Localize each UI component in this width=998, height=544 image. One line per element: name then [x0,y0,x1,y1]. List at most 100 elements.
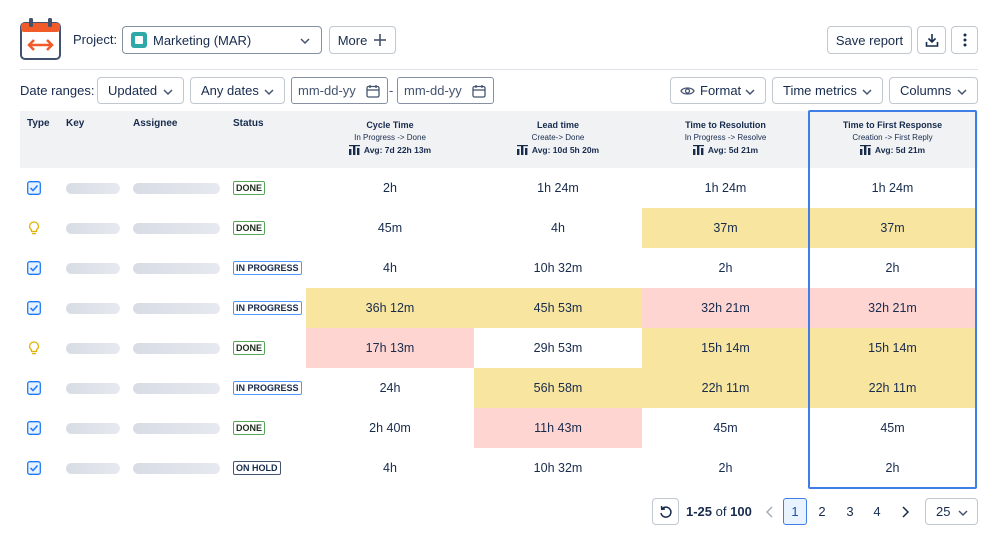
metric-average: Avg: 7d 22h 13m [306,145,474,155]
table-row[interactable]: IN PROGRESS 4h 10h 32m 2h 2h [20,248,978,288]
format-dropdown[interactable]: Format [670,77,766,104]
project-select[interactable]: Marketing (MAR) [122,26,322,54]
metric-cell: 37m [809,208,976,248]
chevron-down-icon [264,89,274,96]
metric-header-0[interactable]: Cycle Time In Progress -> Done Avg: 7d 22h… [306,111,474,168]
header-type[interactable]: Type [27,118,50,129]
chevron-down-icon [862,89,872,96]
assignee-placeholder [133,183,220,194]
calendar-icon[interactable] [472,84,486,98]
status-badge: DONE [233,341,266,355]
table-row[interactable]: DONE 17h 13m 29h 53m 15h 14m 15h 14m [20,328,978,368]
chevron-right-icon [902,505,910,518]
bar-chart-icon [348,145,360,155]
metric-subtitle: Create-> Done [531,133,585,142]
refresh-button[interactable] [652,498,679,525]
next-page-button[interactable] [896,498,914,525]
metric-cell: 24h [379,381,401,395]
metric-average-value: Avg: 5d 21m [874,145,926,155]
metric-cell: 17h 13m [306,328,474,368]
chevron-down-icon [745,89,755,96]
download-icon [925,34,938,47]
header-assignee[interactable]: Assignee [133,118,178,129]
header-key[interactable]: Key [66,118,85,129]
calendar-icon[interactable] [366,84,380,98]
range-current: 1-25 [686,504,713,519]
bar-chart-icon [692,145,704,155]
metric-header-3[interactable]: Time to First Response Creation -> First … [809,111,976,168]
time-metrics-label: Time metrics [783,83,857,98]
any-dates-dropdown[interactable]: Any dates [190,77,285,104]
top-bar: Project: Marketing (MAR) More Save repor… [0,0,998,70]
more-button[interactable]: More [329,26,396,54]
format-label: Format [700,83,742,98]
table-row[interactable]: ON HOLD 4h 10h 32m 2h 2h [20,448,978,488]
task-type-icon [27,381,41,395]
metric-cell: 10h 32m [533,461,583,475]
metric-cell: 4h [383,261,397,275]
metric-subtitle: Creation -> First Reply [852,133,933,142]
metric-cell: 37m [642,208,809,248]
table-row[interactable]: DONE 45m 4h 37m 37m [20,208,978,248]
task-type-icon [27,301,41,315]
save-report-label: Save report [835,32,904,48]
metric-title: Lead time [536,120,579,130]
more-actions-button[interactable] [951,26,978,54]
page-button-2[interactable]: 2 [818,504,826,519]
metric-average-value: Avg: 7d 22h 13m [363,145,432,155]
metric-cell: 22h 11m [642,368,809,408]
date-from-input[interactable]: mm-dd-yy [291,77,388,104]
metric-cell: 45m [713,421,738,435]
table-row[interactable]: IN PROGRESS 36h 12m 45h 53m 32h 21m 32h 21m [20,288,978,328]
updated-dropdown[interactable]: Updated [97,77,184,104]
status-badge: IN PROGRESS [233,261,302,275]
header-status[interactable]: Status [233,118,264,129]
project-label: Project: [73,32,118,47]
assignee-placeholder [133,423,220,434]
metric-average: Avg: 5d 21m [809,145,976,155]
project-select-value: Marketing (MAR) [153,32,252,48]
download-button[interactable] [917,26,946,54]
bar-chart-icon [859,145,871,155]
chevron-down-icon [163,89,173,96]
metric-cell: 1h 24m [704,181,747,195]
save-report-button[interactable]: Save report [827,26,912,54]
metric-cell: 2h [718,461,733,475]
plus-icon [374,34,387,46]
metric-cell: 22h 11m [809,368,976,408]
task-type-icon [27,461,41,475]
assignee-placeholder [133,303,220,314]
table-row[interactable]: IN PROGRESS 24h 56h 58m 22h 11m 22h 11m [20,368,978,408]
metric-cell: 15h 14m [809,328,976,368]
metric-header-1[interactable]: Lead time Create-> Done Avg: 10d 5h 20m [474,111,642,168]
assignee-placeholder [133,463,220,474]
any-dates-label: Any dates [201,83,259,98]
table-row[interactable]: DONE 2h 1h 24m 1h 24m 1h 24m [20,168,978,208]
page-button-4[interactable]: 4 [873,504,881,519]
app-logo-icon [20,18,61,60]
kebab-menu-icon [963,33,966,47]
metric-title: Time to First Response [842,120,943,130]
metric-cell: 2h [718,261,733,275]
task-type-icon [27,181,41,195]
refresh-icon [659,505,672,518]
key-placeholder [66,223,120,234]
previous-page-button[interactable] [761,498,779,525]
table-row[interactable]: DONE 2h 40m 11h 43m 45m 45m [20,408,978,448]
time-metrics-dropdown[interactable]: Time metrics [772,77,883,104]
status-badge: IN PROGRESS [233,301,302,315]
key-placeholder [66,383,120,394]
header-divider [20,69,978,70]
metric-cell: 1h 24m [537,181,579,195]
page-button-1[interactable]: 1 [783,498,807,525]
date-to-input[interactable]: mm-dd-yy [397,77,494,104]
per-page-select[interactable]: 25 [925,498,978,525]
key-placeholder [66,303,120,314]
metric-cell: 32h 21m [642,288,809,328]
metric-cell: 2h [885,261,900,275]
metric-header-2[interactable]: Time to Resolution In Progress -> Resolve… [642,111,809,168]
metric-average: Avg: 10d 5h 20m [474,145,642,155]
page-button-3[interactable]: 3 [846,504,854,519]
status-badge: DONE [233,181,266,195]
columns-dropdown[interactable]: Columns [889,77,978,104]
